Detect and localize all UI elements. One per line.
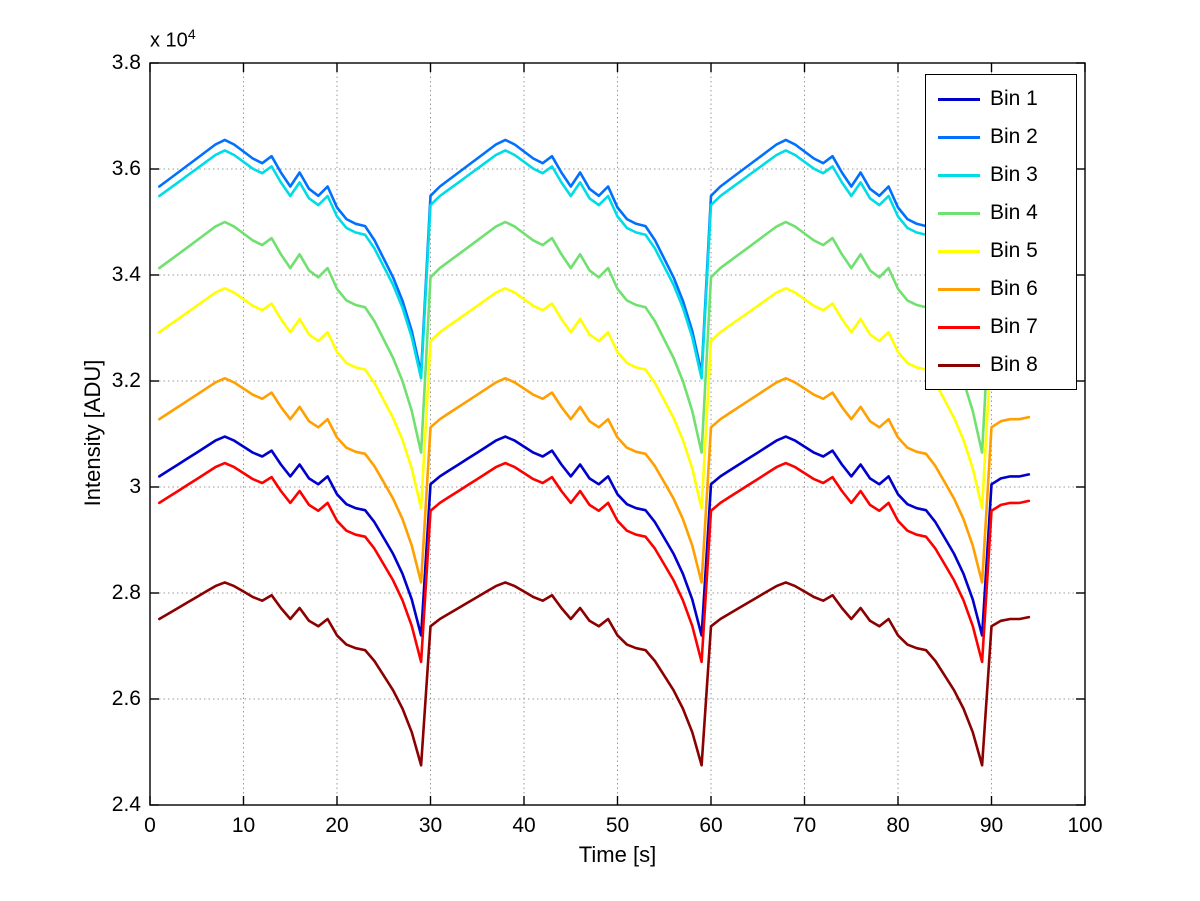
- legend-entry-bin-4: Bin 4: [938, 194, 1076, 232]
- legend-label: Bin 8: [990, 353, 1038, 376]
- y-tick-label: 3.6: [111, 157, 141, 180]
- legend-line-swatch: [938, 249, 980, 253]
- x-tick-label: 90: [979, 814, 1004, 837]
- y-axis-multiplier: x 104: [150, 26, 196, 53]
- x-tick-label: 50: [605, 814, 630, 837]
- legend-line-swatch: [938, 325, 980, 329]
- legend: Bin 1 Bin 2 Bin 3 Bin 4 Bin 5 Bin 6 Bin 7 Bin 8: [925, 74, 1077, 390]
- series-line-bin-7: [158, 461, 1031, 664]
- legend-line-swatch: [938, 363, 980, 367]
- x-tick-label: 60: [699, 814, 723, 837]
- y-tick-label: 3.8: [111, 51, 141, 74]
- legend-line-swatch: [938, 173, 980, 177]
- legend-label: Bin 1: [990, 87, 1038, 110]
- series-line-bin-2: [158, 138, 1031, 375]
- y-tick-label: 3.2: [111, 369, 141, 392]
- legend-entry-bin-5: Bin 5: [938, 232, 1076, 270]
- legend-entry-bin-2: Bin 2: [938, 118, 1076, 156]
- y-tick-label: 2.8: [111, 581, 141, 604]
- series-line-bin-4: [158, 220, 1031, 454]
- legend-entry-bin-8: Bin 8: [938, 346, 1076, 384]
- series-line-bin-6: [158, 376, 1031, 584]
- x-tick-label: 70: [792, 814, 817, 837]
- legend-entry-bin-3: Bin 3: [938, 156, 1076, 194]
- legend-entry-bin-6: Bin 6: [938, 270, 1076, 308]
- legend-line-swatch: [938, 135, 980, 139]
- legend-entry-bin-7: Bin 7: [938, 308, 1076, 346]
- x-tick-label: 40: [512, 814, 536, 837]
- y-axis-multiplier-exponent: 4: [187, 26, 196, 42]
- x-axis-label: Time [s]: [578, 842, 657, 867]
- y-tick-label: 2.4: [111, 793, 141, 816]
- x-tick-label: 10: [231, 814, 256, 837]
- legend-label: Bin 6: [990, 277, 1038, 300]
- series-line-bin-3: [158, 149, 1031, 380]
- series-line-bin-1: [158, 435, 1031, 637]
- x-tick-label: 30: [418, 814, 443, 837]
- legend-label: Bin 2: [990, 125, 1038, 148]
- legend-entry-bin-1: Bin 1: [938, 80, 1076, 118]
- legend-line-swatch: [938, 211, 980, 215]
- y-axis-multiplier-base: x 10: [150, 29, 188, 52]
- y-tick-label: 3.4: [111, 263, 141, 286]
- legend-label: Bin 7: [990, 315, 1038, 338]
- legend-label: Bin 4: [990, 201, 1038, 224]
- series-line-bin-8: [158, 581, 1031, 767]
- x-tick-label: 100: [1067, 814, 1103, 837]
- legend-line-swatch: [938, 287, 980, 291]
- x-tick-label: 20: [325, 814, 349, 837]
- y-tick-label: 2.6: [111, 687, 141, 710]
- series-line-bin-5: [158, 286, 1031, 510]
- x-tick-label: 80: [886, 814, 910, 837]
- x-tick-label: 0: [144, 814, 156, 837]
- legend-line-swatch: [938, 97, 980, 101]
- legend-label: Bin 3: [990, 163, 1038, 186]
- y-axis-label: Intensity [ADU]: [80, 359, 105, 507]
- y-tick-label: 3: [129, 475, 141, 498]
- legend-label: Bin 5: [990, 239, 1038, 262]
